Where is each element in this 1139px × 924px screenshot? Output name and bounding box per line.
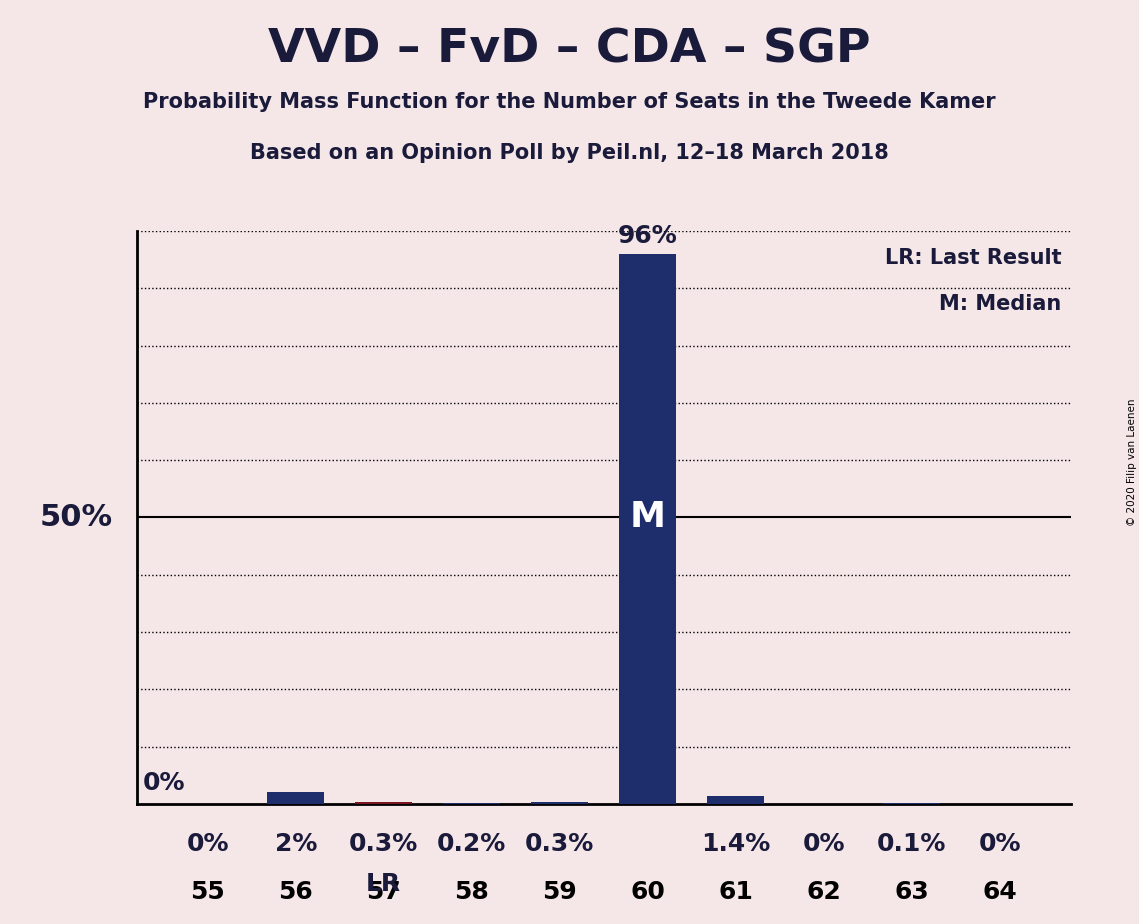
Text: 0.3%: 0.3% xyxy=(525,832,595,856)
Text: LR: Last Result: LR: Last Result xyxy=(885,249,1062,268)
Text: 0.3%: 0.3% xyxy=(349,832,418,856)
Text: Based on an Opinion Poll by Peil.nl, 12–18 March 2018: Based on an Opinion Poll by Peil.nl, 12–… xyxy=(251,143,888,164)
Text: © 2020 Filip van Laenen: © 2020 Filip van Laenen xyxy=(1126,398,1137,526)
Bar xyxy=(707,796,764,804)
Text: Probability Mass Function for the Number of Seats in the Tweede Kamer: Probability Mass Function for the Number… xyxy=(144,92,995,113)
Bar xyxy=(531,802,588,804)
Bar xyxy=(443,803,500,804)
Text: 0%: 0% xyxy=(187,832,229,856)
Text: LR: LR xyxy=(366,872,401,896)
Text: 0%: 0% xyxy=(802,832,845,856)
Text: 0%: 0% xyxy=(978,832,1021,856)
Text: 50%: 50% xyxy=(40,503,113,532)
Bar xyxy=(268,793,325,804)
Text: M: M xyxy=(630,501,665,534)
Text: 96%: 96% xyxy=(617,225,678,249)
Text: 0.2%: 0.2% xyxy=(437,832,507,856)
Text: 0.1%: 0.1% xyxy=(877,832,947,856)
Text: M: Median: M: Median xyxy=(939,294,1062,314)
Text: 0%: 0% xyxy=(142,772,185,796)
Bar xyxy=(620,254,677,804)
Text: 1.4%: 1.4% xyxy=(700,832,770,856)
Bar xyxy=(355,802,412,804)
Text: 2%: 2% xyxy=(274,832,317,856)
Text: VVD – FvD – CDA – SGP: VVD – FvD – CDA – SGP xyxy=(268,28,871,73)
